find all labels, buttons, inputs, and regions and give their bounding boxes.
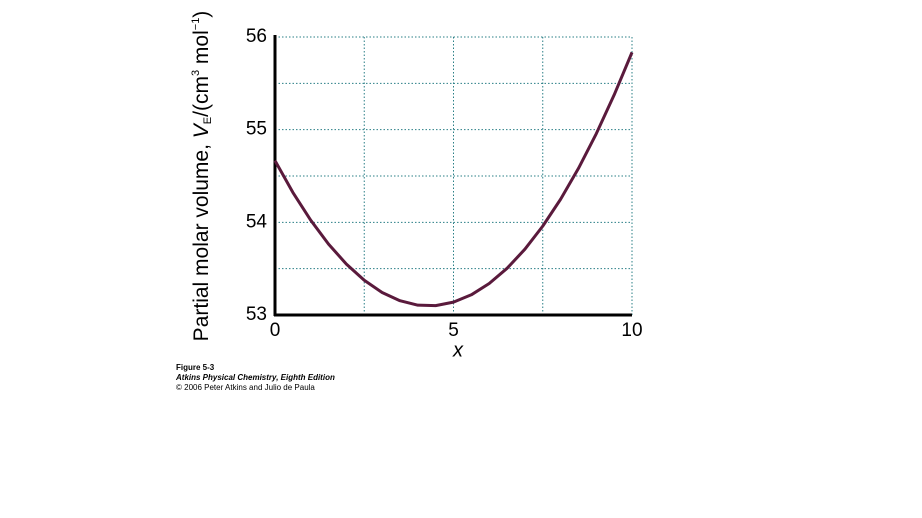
y-tick-label: 54 — [246, 211, 268, 232]
y-tick-label: 53 — [246, 304, 267, 325]
y-axis-label-part: 3 — [190, 70, 202, 76]
y-axis-label-part: mol — [190, 30, 213, 70]
y-axis-label-part: V — [190, 122, 213, 138]
y-axis-label-part: −1 — [190, 18, 202, 31]
caption-figure: Figure 5-3 — [176, 363, 215, 372]
y-axis-label: Partial molar volume, VE/(cm3 mol−1) — [190, 11, 214, 342]
y-axis-label-part: /(cm — [190, 76, 213, 117]
x-tick-label: 5 — [448, 320, 459, 341]
y-tick-label: 56 — [246, 26, 267, 47]
x-tick-label: 10 — [621, 320, 642, 341]
x-tick-label: 0 — [270, 320, 281, 341]
y-axis-label-part: E — [202, 117, 214, 124]
y-axis-label-part: Partial molar volume, — [190, 138, 213, 341]
x-axis-label: x — [452, 339, 464, 361]
data-line — [273, 51, 634, 308]
caption-copyright: © 2006 Peter Atkins and Julio de Paula — [176, 383, 315, 392]
caption-book: Atkins Physical Chemistry, Eighth Editio… — [175, 373, 335, 382]
y-tick-label: 55 — [246, 119, 267, 140]
y-axis-label-part: ) — [190, 11, 213, 18]
